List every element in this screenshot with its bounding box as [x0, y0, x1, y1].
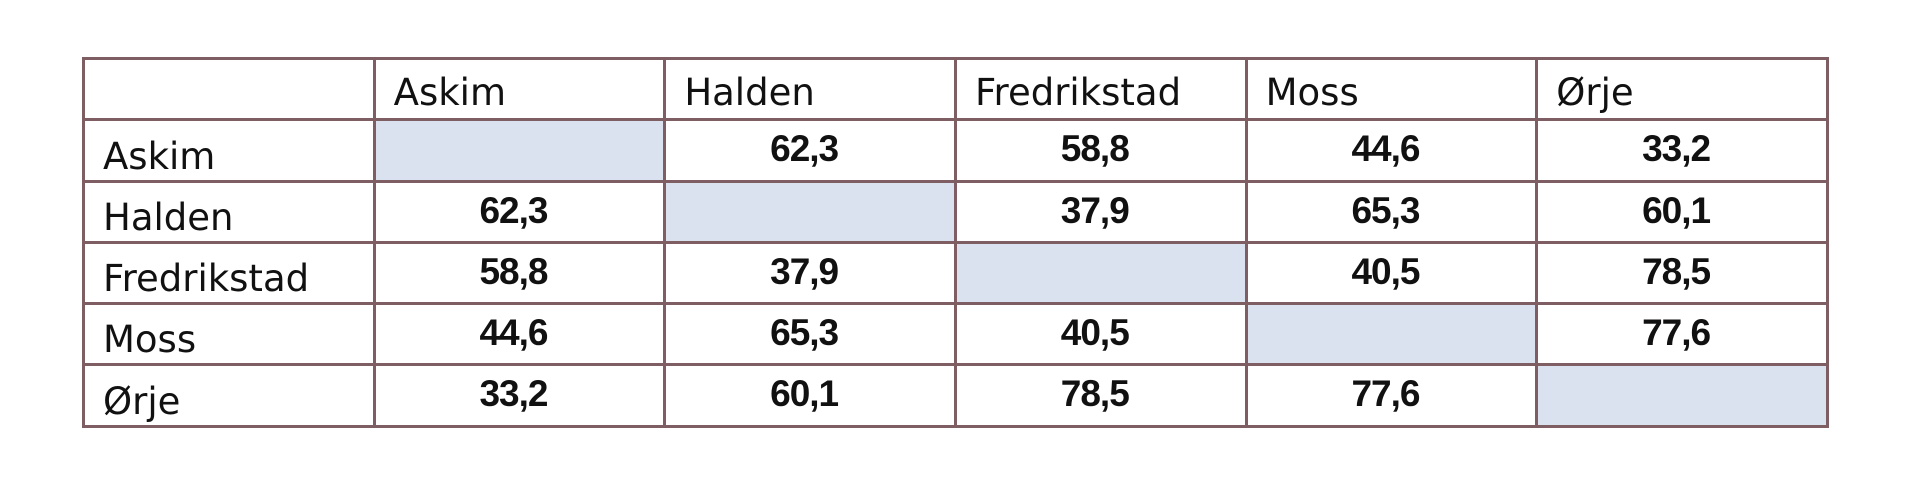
- table-row: Fredrikstad 58,8 37,9 40,5 78,5: [82, 240, 1829, 306]
- cell-value: 44,6: [1351, 128, 1420, 170]
- value-cell: 77,6: [1535, 302, 1829, 367]
- column-header: Askim: [372, 56, 667, 122]
- cell-value: 44,6: [479, 312, 548, 354]
- value-cell: 40,5: [953, 302, 1248, 367]
- table-row: Moss 44,6 65,3 40,5 77,6: [82, 302, 1829, 367]
- row-header: Fredrikstad: [82, 240, 376, 306]
- diagonal-cell: [953, 240, 1248, 306]
- value-cell: 77,6: [1244, 363, 1539, 428]
- value-cell: 60,1: [1535, 179, 1829, 244]
- table-row: Halden 62,3 37,9 65,3 60,1: [82, 179, 1829, 244]
- value-cell: 37,9: [663, 240, 957, 306]
- value-cell: 33,2: [1535, 118, 1829, 183]
- value-cell: 65,3: [663, 302, 957, 367]
- cell-value: 62,3: [479, 189, 548, 231]
- value-cell: 62,3: [372, 179, 667, 244]
- diagonal-cell: [663, 179, 957, 244]
- cell-value: 78,5: [1060, 373, 1130, 415]
- value-cell: 58,8: [953, 118, 1248, 183]
- column-header: Moss: [1244, 56, 1539, 122]
- cell-value: 33,2: [479, 373, 548, 415]
- corner-cell: [82, 56, 376, 122]
- value-cell: 44,6: [1244, 118, 1539, 183]
- value-cell: 58,8: [372, 240, 667, 306]
- diagonal-cell: [1535, 363, 1829, 428]
- cell-value: 40,5: [1060, 312, 1130, 354]
- row-header: Moss: [82, 302, 376, 367]
- cell-value: 58,8: [1060, 128, 1130, 170]
- cell-value: 37,9: [770, 250, 839, 292]
- cell-value: 60,1: [1642, 189, 1711, 231]
- table-row: Ørje 33,2 60,1 78,5 77,6: [82, 363, 1829, 428]
- cell-value: 65,3: [770, 312, 839, 354]
- row-header: Askim: [82, 118, 376, 183]
- value-cell: 65,3: [1244, 179, 1539, 244]
- value-cell: 44,6: [372, 302, 667, 367]
- cell-value: 77,6: [1642, 312, 1711, 354]
- cell-value: 37,9: [1060, 189, 1130, 231]
- value-cell: 78,5: [953, 363, 1248, 428]
- value-cell: 60,1: [663, 363, 957, 428]
- value-cell: 78,5: [1535, 240, 1829, 306]
- value-cell: 33,2: [372, 363, 667, 428]
- diagonal-cell: [372, 118, 667, 183]
- value-cell: 37,9: [953, 179, 1248, 244]
- table-row: Askim 62,3 58,8 44,6 33,2: [82, 118, 1829, 183]
- column-header: Ørje: [1535, 56, 1829, 122]
- cell-value: 65,3: [1351, 189, 1420, 231]
- value-cell: 40,5: [1244, 240, 1539, 306]
- value-cell: 62,3: [663, 118, 957, 183]
- row-header: Ørje: [82, 363, 376, 428]
- distance-table: Askim Halden Fredrikstad Moss Ørje Askim…: [82, 56, 1829, 428]
- cell-value: 78,5: [1642, 250, 1711, 292]
- header-row: Askim Halden Fredrikstad Moss Ørje: [82, 56, 1829, 122]
- cell-value: 58,8: [479, 250, 548, 292]
- cell-value: 60,1: [770, 373, 839, 415]
- cell-value: 40,5: [1351, 250, 1420, 292]
- cell-value: 33,2: [1642, 128, 1711, 170]
- cell-value: 77,6: [1351, 373, 1420, 415]
- column-header: Fredrikstad: [953, 56, 1248, 122]
- column-header: Halden: [663, 56, 957, 122]
- diagonal-cell: [1244, 302, 1539, 367]
- cell-value: 62,3: [770, 128, 839, 170]
- row-header: Halden: [82, 179, 376, 244]
